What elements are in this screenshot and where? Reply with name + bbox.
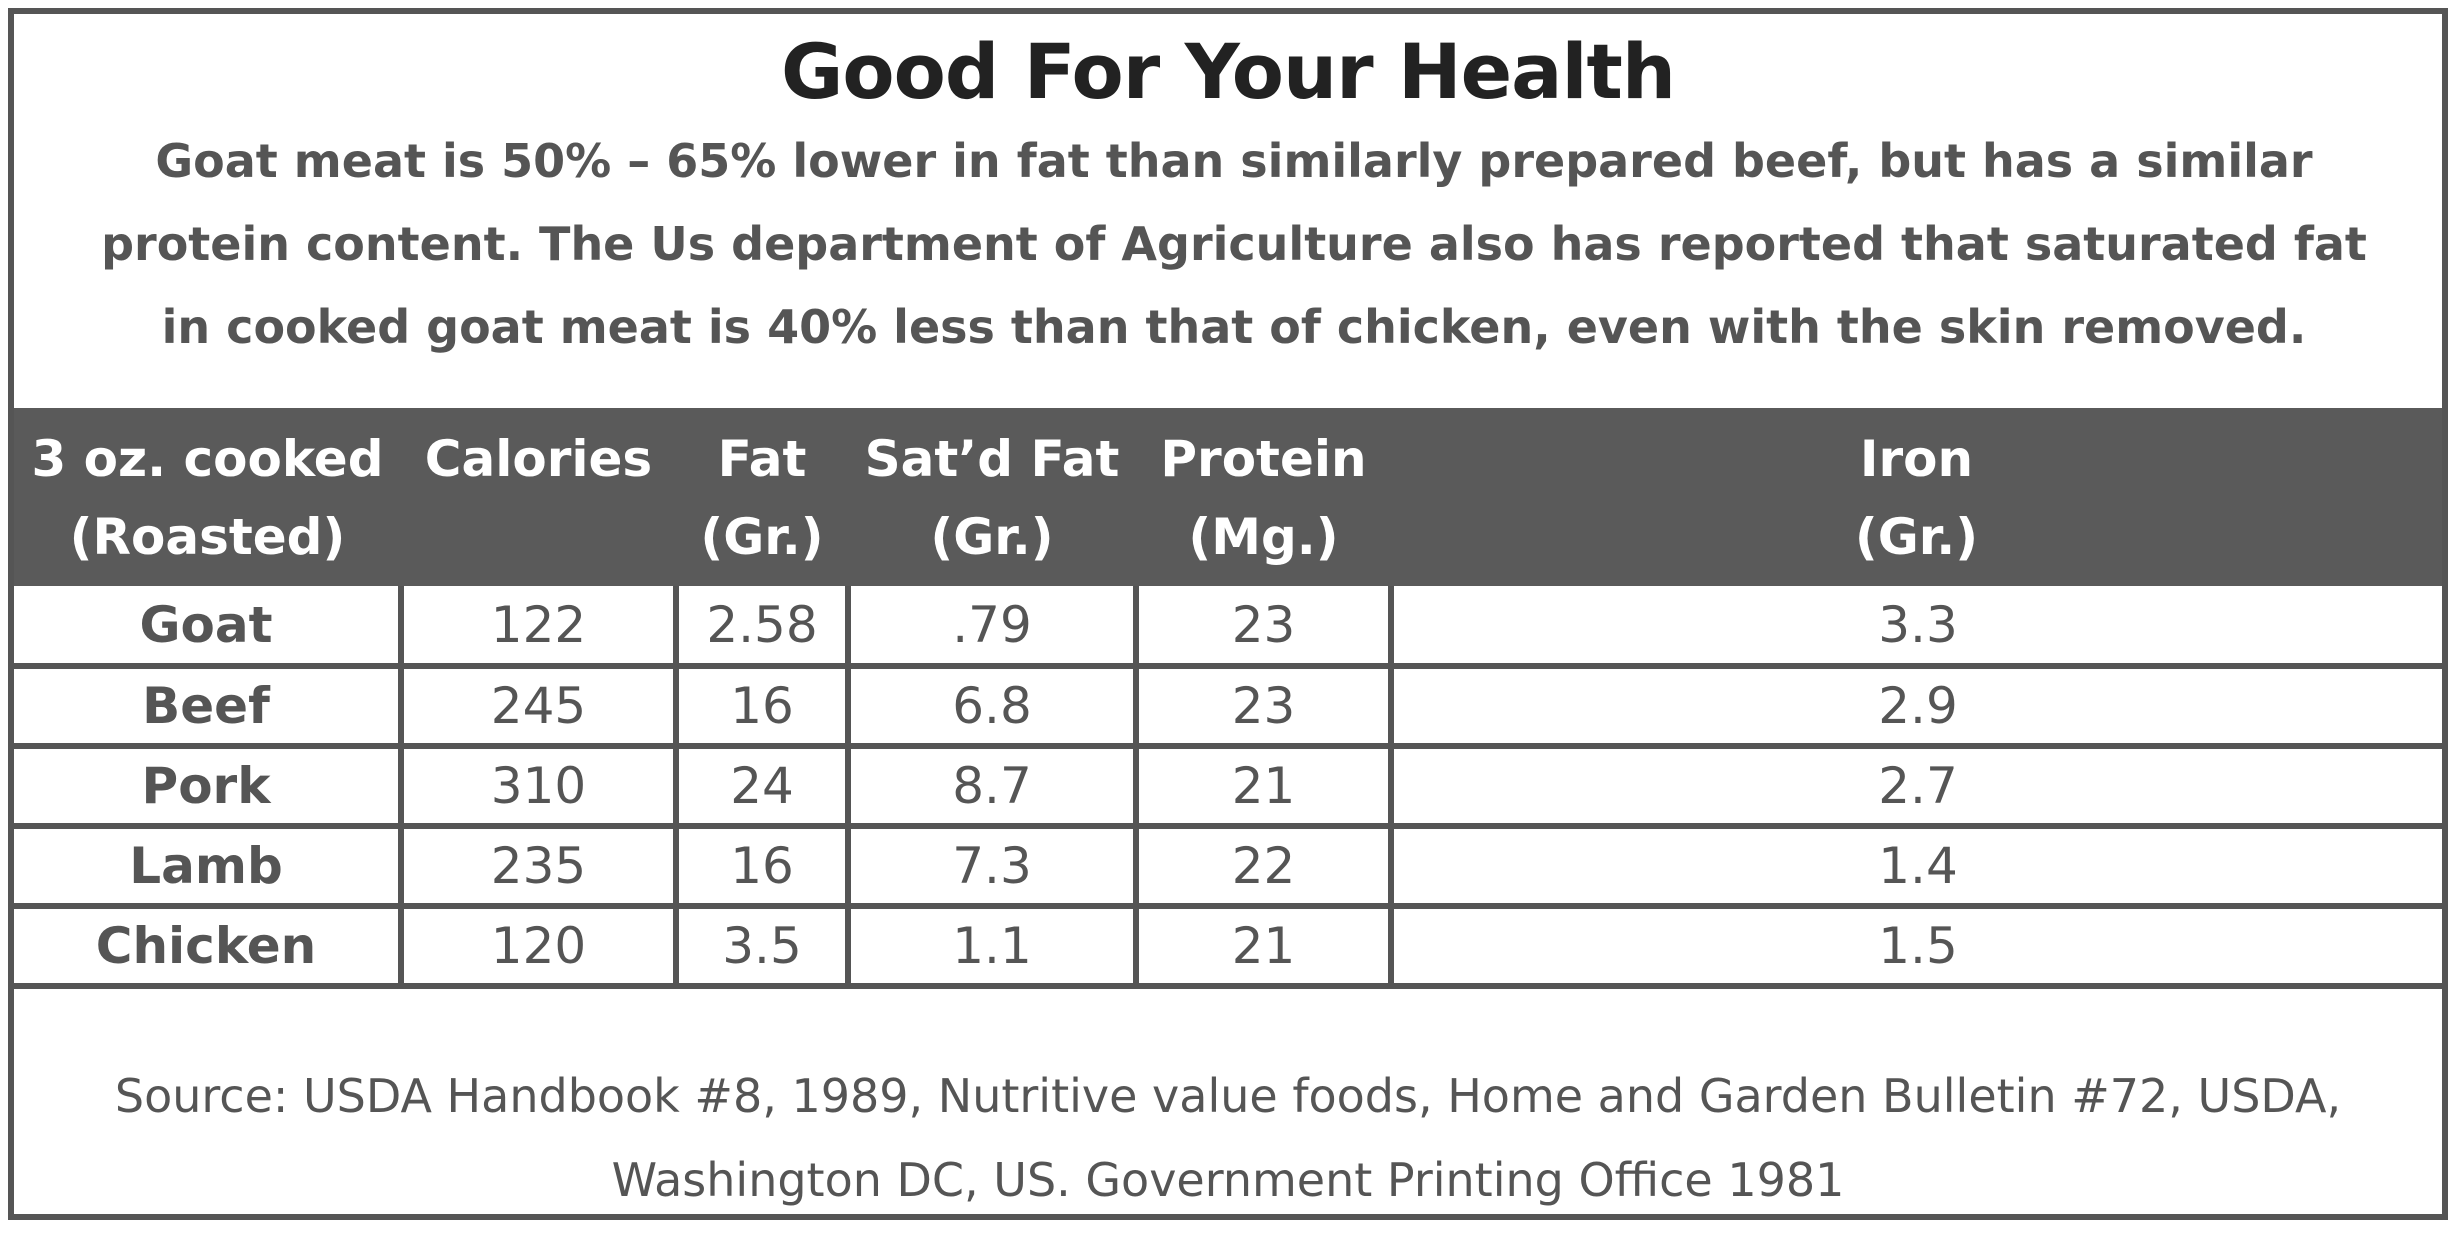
table-cell: .79 <box>845 586 1139 669</box>
column-header: Calories <box>401 408 676 586</box>
source-line: Washington DC, US. Government Printing O… <box>611 1153 1845 1207</box>
column-header: Sat’d Fat (Gr.) <box>848 408 1136 586</box>
column-header: Protein (Mg.) <box>1136 408 1391 586</box>
table-cell: 24 <box>673 743 851 829</box>
table-row: Chicken 120 3.5 1.1 21 1.5 <box>14 903 2442 989</box>
source-note: Source: USDA Handbook #8, 1989, Nutritiv… <box>14 1054 2442 1224</box>
table-cell: 8.7 <box>845 743 1139 829</box>
intro-paragraph: Goat meat is 50% – 65% lower in fat than… <box>34 120 2434 400</box>
table-cell: 2.9 <box>1388 663 2442 749</box>
table-cell: 310 <box>398 743 679 829</box>
nutrition-table: 3 oz. cooked (Roasted) Calories Fat (Gr.) … <box>14 408 2442 989</box>
table-cell: 21 <box>1133 903 1394 989</box>
page-title: Good For Your Health <box>781 27 1676 116</box>
table-cell: 23 <box>1133 663 1394 749</box>
table-row: Beef 245 16 6.8 23 2.9 <box>14 663 2442 749</box>
table-cell: 21 <box>1133 743 1394 829</box>
table-cell: 120 <box>398 903 679 989</box>
table-row: Goat 122 2.58 .79 23 3.3 <box>14 586 2442 669</box>
table-cell: 22 <box>1133 823 1394 909</box>
table-cell: 235 <box>398 823 679 909</box>
table-cell: 7.3 <box>845 823 1139 909</box>
table-cell: 1.4 <box>1388 823 2442 909</box>
column-header: Fat (Gr.) <box>676 408 848 586</box>
table-cell: 122 <box>398 586 679 669</box>
table-header-row: 3 oz. cooked (Roasted) Calories Fat (Gr.) … <box>14 408 2442 586</box>
intro-line: in cooked goat meat is 40% less than tha… <box>161 300 2307 354</box>
table-row: Pork 310 24 8.7 21 2.7 <box>14 743 2442 829</box>
table-cell: 23 <box>1133 586 1394 669</box>
table-cell: 1.5 <box>1388 903 2442 989</box>
health-infographic: Good For Your Health Goat meat is 50% – … <box>8 8 2448 1220</box>
intro-line: protein content. The Us department of Ag… <box>101 217 2367 271</box>
table-cell: Beef <box>14 663 404 749</box>
table-cell: 6.8 <box>845 663 1139 749</box>
source-line: Source: USDA Handbook #8, 1989, Nutritiv… <box>114 1069 2342 1123</box>
table-cell: 245 <box>398 663 679 749</box>
column-header: Iron (Gr.) <box>1391 408 2442 586</box>
table-cell: Lamb <box>14 823 404 909</box>
table-cell: 2.58 <box>673 586 851 669</box>
table-cell: 16 <box>673 823 851 909</box>
table-cell: 3.5 <box>673 903 851 989</box>
table-cell: 16 <box>673 663 851 749</box>
table-cell: Goat <box>14 586 404 669</box>
table-cell: 1.1 <box>845 903 1139 989</box>
table-cell: 3.3 <box>1388 586 2442 669</box>
table-row: Lamb 235 16 7.3 22 1.4 <box>14 823 2442 909</box>
table-cell: 2.7 <box>1388 743 2442 829</box>
intro-line: Goat meat is 50% – 65% lower in fat than… <box>155 134 2313 188</box>
table-cell: Chicken <box>14 903 404 989</box>
table-cell: Pork <box>14 743 404 829</box>
column-header: 3 oz. cooked (Roasted) <box>14 408 401 586</box>
